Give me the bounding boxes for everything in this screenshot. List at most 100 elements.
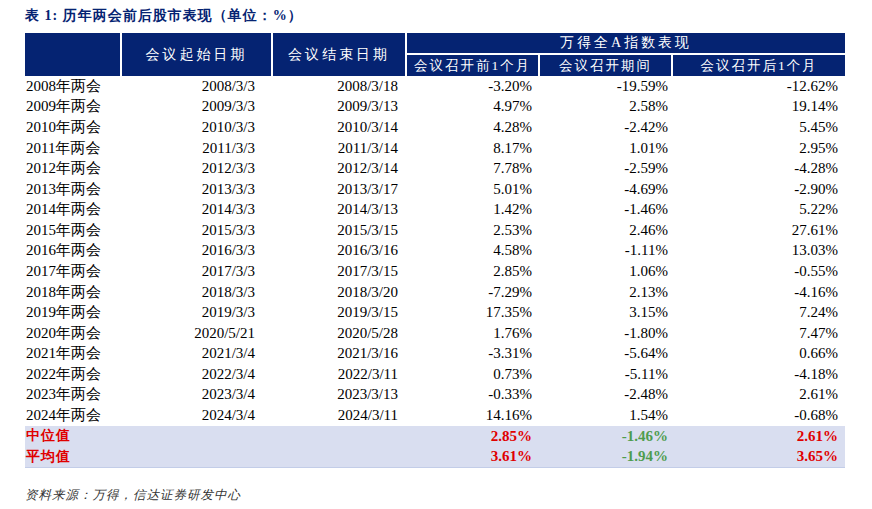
post-month-cell: 7.47% xyxy=(673,323,845,344)
start-date-cell: 2009/3/3 xyxy=(122,97,273,118)
end-date-cell: 2024/3/11 xyxy=(273,405,407,426)
table-row: 2021年两会2021/3/42021/3/16-3.31%-5.64%0.66… xyxy=(25,344,845,365)
end-date-cell: 2008/3/18 xyxy=(273,76,407,97)
post-month-cell: -4.28% xyxy=(673,158,845,179)
year-cell: 2023年两会 xyxy=(25,385,122,406)
start-date-cell: 2019/3/3 xyxy=(122,302,273,323)
end-date-cell: 2020/5/28 xyxy=(273,323,407,344)
table-row: 2017年两会2017/3/32017/3/152.85%1.06%-0.55% xyxy=(25,261,845,282)
pre-month-cell: 2.53% xyxy=(407,220,540,241)
during-cell: -1.46% xyxy=(540,199,673,220)
start-date-cell: 2011/3/3 xyxy=(122,138,273,159)
year-cell: 2024年两会 xyxy=(25,405,122,426)
post-month-cell: 7.24% xyxy=(673,302,845,323)
post-month-cell: -4.16% xyxy=(673,282,845,303)
end-date-cell: 2019/3/15 xyxy=(273,302,407,323)
during-cell: -1.80% xyxy=(540,323,673,344)
pre-month-cell: 8.17% xyxy=(407,138,540,159)
end-date-cell: 2014/3/13 xyxy=(273,199,407,220)
year-cell: 2015年两会 xyxy=(25,220,122,241)
year-cell: 2016年两会 xyxy=(25,241,122,262)
table-row: 2022年两会2022/3/42022/3/110.73%-5.11%-4.18… xyxy=(25,364,845,385)
start-date-cell: 2020/5/21 xyxy=(122,323,273,344)
post-month-cell: 13.03% xyxy=(673,241,845,262)
year-cell: 2020年两会 xyxy=(25,323,122,344)
summary-empty-cell xyxy=(273,447,407,468)
pre-month-cell: 5.01% xyxy=(407,179,540,200)
during-cell: 2.13% xyxy=(540,282,673,303)
post-month-cell: -0.55% xyxy=(673,261,845,282)
table-body: 2008年两会2008/3/32008/3/18-3.20%-19.59%-12… xyxy=(25,76,845,426)
header-index-group: 万得全A指数表现 xyxy=(407,33,845,55)
year-cell: 2011年两会 xyxy=(25,138,122,159)
header-post-month: 会议召开后1个月 xyxy=(673,55,845,76)
post-month-cell: -12.62% xyxy=(673,76,845,97)
pre-month-summary: 2.85% xyxy=(407,426,540,447)
summary-row: 平均值3.61%-1.94%3.65% xyxy=(25,447,845,468)
table-row: 2016年两会2016/3/32016/3/164.58%-1.11%13.03… xyxy=(25,241,845,262)
pre-month-cell: 1.76% xyxy=(407,323,540,344)
pre-month-cell: 4.28% xyxy=(407,117,540,138)
post-month-cell: 5.45% xyxy=(673,117,845,138)
pre-month-cell: 4.97% xyxy=(407,97,540,118)
post-month-cell: 5.22% xyxy=(673,199,845,220)
start-date-cell: 2018/3/3 xyxy=(122,282,273,303)
summary-label: 平均值 xyxy=(25,447,122,468)
table-row: 2009年两会2009/3/32009/3/134.97%2.58%19.14% xyxy=(25,97,845,118)
post-month-cell: -4.18% xyxy=(673,364,845,385)
start-date-cell: 2012/3/3 xyxy=(122,158,273,179)
pre-month-cell: 4.58% xyxy=(407,241,540,262)
year-cell: 2019年两会 xyxy=(25,302,122,323)
header-pre-month: 会议召开前1个月 xyxy=(407,55,540,76)
during-cell: 2.46% xyxy=(540,220,673,241)
pre-month-cell: 0.73% xyxy=(407,364,540,385)
year-cell: 2018年两会 xyxy=(25,282,122,303)
pre-month-cell: -0.33% xyxy=(407,385,540,406)
post-month-summary: 2.61% xyxy=(673,426,845,447)
end-date-cell: 2023/3/13 xyxy=(273,385,407,406)
pre-month-cell: -3.20% xyxy=(407,76,540,97)
start-date-cell: 2023/3/4 xyxy=(122,385,273,406)
post-month-cell: 19.14% xyxy=(673,97,845,118)
pre-month-summary: 3.61% xyxy=(407,447,540,468)
during-cell: 1.01% xyxy=(540,138,673,159)
table-row: 2013年两会2013/3/32013/3/175.01%-4.69%-2.90… xyxy=(25,179,845,200)
table-row: 2015年两会2015/3/32015/3/152.53%2.46%27.61% xyxy=(25,220,845,241)
summary-row: 中位值2.85%-1.46%2.61% xyxy=(25,426,845,447)
start-date-cell: 2010/3/3 xyxy=(122,117,273,138)
year-cell: 2013年两会 xyxy=(25,179,122,200)
table-header: 会议起始日期 会议结束日期 万得全A指数表现 会议召开前1个月 会议召开期间 会… xyxy=(25,33,845,76)
pre-month-cell: 17.35% xyxy=(407,302,540,323)
year-cell: 2012年两会 xyxy=(25,158,122,179)
start-date-cell: 2008/3/3 xyxy=(122,76,273,97)
summary-body: 中位值2.85%-1.46%2.61%平均值3.61%-1.94%3.65% xyxy=(25,426,845,468)
pre-month-cell: -3.31% xyxy=(407,344,540,365)
header-empty-cell xyxy=(25,33,122,76)
pre-month-cell: 7.78% xyxy=(407,158,540,179)
table-row: 2024年两会2024/3/42024/3/1114.16%1.54%-0.68… xyxy=(25,405,845,426)
table-row: 2019年两会2019/3/32019/3/1517.35%3.15%7.24% xyxy=(25,302,845,323)
start-date-cell: 2021/3/4 xyxy=(122,344,273,365)
table-row: 2014年两会2014/3/32014/3/131.42%-1.46%5.22% xyxy=(25,199,845,220)
pre-month-cell: 1.42% xyxy=(407,199,540,220)
year-cell: 2014年两会 xyxy=(25,199,122,220)
end-date-cell: 2013/3/17 xyxy=(273,179,407,200)
end-date-cell: 2011/3/14 xyxy=(273,138,407,159)
during-cell: -4.69% xyxy=(540,179,673,200)
year-cell: 2010年两会 xyxy=(25,117,122,138)
table-row: 2018年两会2018/3/32018/3/20-7.29%2.13%-4.16… xyxy=(25,282,845,303)
year-cell: 2017年两会 xyxy=(25,261,122,282)
year-cell: 2009年两会 xyxy=(25,97,122,118)
end-date-cell: 2021/3/16 xyxy=(273,344,407,365)
end-date-cell: 2010/3/14 xyxy=(273,117,407,138)
summary-empty-cell xyxy=(273,426,407,447)
end-date-cell: 2009/3/13 xyxy=(273,97,407,118)
header-start-date: 会议起始日期 xyxy=(122,33,273,76)
table-title: 表 1: 历年两会前后股市表现（单位：%） xyxy=(25,7,303,25)
during-cell: 1.54% xyxy=(540,405,673,426)
start-date-cell: 2016/3/3 xyxy=(122,241,273,262)
post-month-cell: -0.68% xyxy=(673,405,845,426)
summary-empty-cell xyxy=(122,447,273,468)
during-summary: -1.94% xyxy=(540,447,673,468)
table-row: 2023年两会2023/3/42023/3/13-0.33%-2.48%2.61… xyxy=(25,385,845,406)
